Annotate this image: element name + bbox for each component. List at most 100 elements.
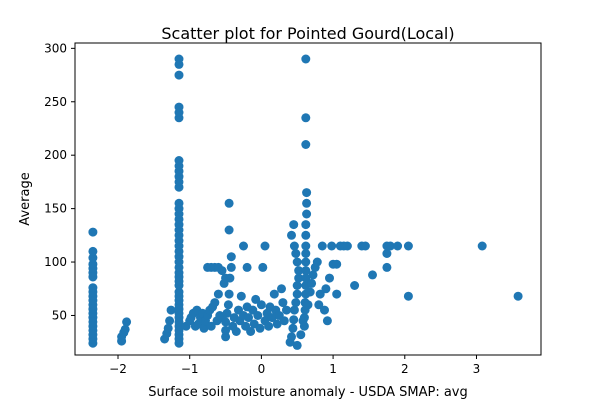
scatter-point xyxy=(225,273,235,283)
scatter-point xyxy=(226,252,236,262)
scatter-point xyxy=(360,241,370,251)
scatter-point xyxy=(213,289,223,299)
scatter-point xyxy=(277,284,286,294)
y-tick-label: 150 xyxy=(44,202,67,216)
y-tick-label: 50 xyxy=(52,308,67,322)
scatter-point xyxy=(301,273,311,283)
scatter-point xyxy=(282,305,291,315)
scatter-point xyxy=(332,289,342,299)
scatter-point xyxy=(368,270,377,280)
scatter-point xyxy=(299,321,309,331)
ticks-layer: −2 −1 0 1 2 3 50 100 150 200 250 300 xyxy=(44,41,480,376)
scatter-point xyxy=(301,54,311,64)
scatter-point xyxy=(291,249,301,258)
scatter-point xyxy=(312,257,322,267)
scatter-point xyxy=(231,327,241,336)
scatter-point xyxy=(292,257,302,267)
scatter-point xyxy=(251,294,261,304)
scatter-point xyxy=(253,311,263,320)
chart-title: Scatter plot for Pointed Gourd(Local) xyxy=(161,24,454,43)
scatter-point xyxy=(239,241,248,251)
scatter-point xyxy=(321,284,331,294)
scatter-point xyxy=(301,257,311,267)
scatter-point xyxy=(88,227,98,237)
scatter-point xyxy=(236,291,246,301)
scatter-point xyxy=(342,241,352,251)
y-tick-label: 300 xyxy=(44,41,67,55)
scatter-point xyxy=(210,298,220,308)
scatter-point xyxy=(260,241,270,251)
scatter-point xyxy=(120,324,130,334)
x-tick-label: −2 xyxy=(109,362,127,376)
plot-frame xyxy=(74,42,542,356)
scatter-point xyxy=(302,209,312,219)
scatter-point xyxy=(332,259,342,269)
scatter-point xyxy=(255,323,265,333)
x-tick-label: 1 xyxy=(329,362,337,376)
scatter-point xyxy=(289,220,299,230)
scatter-point xyxy=(292,289,302,299)
x-tick-label: 3 xyxy=(473,362,481,376)
scatter-point xyxy=(264,321,274,331)
x-axis-label: Surface soil moisture anomaly - USDA SMA… xyxy=(148,385,468,400)
scatter-point xyxy=(279,316,289,326)
scatter-point xyxy=(403,241,413,251)
scatter-point xyxy=(278,298,288,308)
scatter-point xyxy=(226,262,236,272)
scatter-point xyxy=(174,198,184,208)
scatter-point xyxy=(307,278,317,288)
x-tick-label: −1 xyxy=(181,362,199,376)
scatter-point xyxy=(320,305,329,315)
x-tick-label: 0 xyxy=(258,362,266,376)
scatter-point xyxy=(246,327,256,336)
scatter-point xyxy=(308,270,318,280)
scatter-point xyxy=(244,313,253,323)
scatter-point xyxy=(242,262,252,272)
scatter-point xyxy=(289,305,299,315)
scatter-point xyxy=(301,113,311,123)
scatter-point xyxy=(513,291,523,301)
scatter-point xyxy=(165,316,175,326)
y-tick-label: 100 xyxy=(44,255,67,269)
scatter-point xyxy=(163,323,173,333)
scatter-point xyxy=(382,249,392,258)
scatter-point xyxy=(287,230,296,240)
scatter-point xyxy=(174,287,184,297)
scatter-point xyxy=(221,325,231,335)
scatter-point xyxy=(477,241,487,251)
scatter-point xyxy=(301,241,311,251)
scatter-point xyxy=(327,241,337,251)
scatter-point xyxy=(88,283,98,293)
scatter-point xyxy=(350,281,360,290)
scatter-point xyxy=(122,317,132,327)
scatter-point xyxy=(287,332,296,342)
scatter-point xyxy=(303,300,313,310)
scatter-point xyxy=(269,289,279,299)
scatter-point xyxy=(88,253,98,263)
scatter-point xyxy=(301,266,311,276)
scatter-point xyxy=(174,54,184,64)
scatter-point xyxy=(221,317,231,327)
y-axis-label: Average xyxy=(18,172,33,225)
y-tick-label: 200 xyxy=(44,148,67,162)
scatter-point xyxy=(222,308,232,318)
scatter-point xyxy=(301,230,311,240)
scatter-point xyxy=(325,273,334,283)
scatter-point xyxy=(199,323,209,333)
scatter-point xyxy=(301,249,311,258)
points-layer xyxy=(88,54,523,350)
scatter-point xyxy=(322,316,332,326)
scatter-point xyxy=(166,305,176,315)
scatter-point xyxy=(289,241,299,251)
scatter-point xyxy=(301,220,311,230)
scatter-point xyxy=(305,287,315,297)
scatter-point xyxy=(217,266,227,276)
scatter-point xyxy=(314,300,324,310)
scatter-point xyxy=(292,281,302,290)
scatter-point xyxy=(294,273,304,283)
scatter-point xyxy=(88,259,98,269)
scatter-point xyxy=(174,70,184,80)
scatter-point xyxy=(315,289,325,299)
scatter-point xyxy=(267,313,277,323)
